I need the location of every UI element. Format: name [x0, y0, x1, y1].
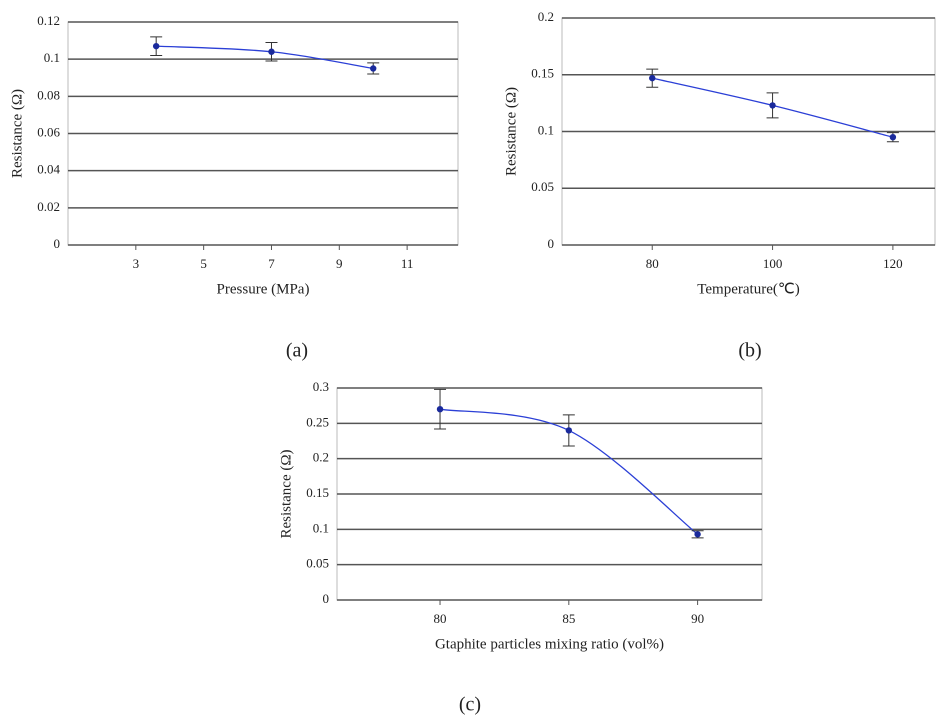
caption: (c): [459, 694, 481, 716]
y-tick-label: 0.04: [37, 162, 60, 177]
y-tick-label: 0.2: [538, 9, 554, 24]
data-point: [649, 74, 656, 82]
x-tick-label: 7: [268, 256, 275, 271]
y-tick-label: 0.25: [306, 414, 329, 429]
x-tick-label: 3: [133, 256, 140, 271]
x-tick-label: 90: [691, 611, 704, 626]
data-point: [152, 42, 160, 50]
y-tick-label: 0: [54, 236, 61, 251]
x-tick-label: 5: [200, 256, 207, 271]
y-tick-label: 0.06: [37, 124, 60, 139]
y-tick-label: 0: [323, 591, 330, 606]
data-point: [370, 65, 377, 72]
y-tick-label: 0.1: [44, 50, 60, 65]
data-point: [694, 531, 701, 538]
x-axis-title: Gtaphite particles mixing ratio (vol%): [435, 636, 664, 652]
caption: (b): [738, 340, 761, 362]
y-tick-label: 0.05: [306, 556, 329, 571]
x-tick-label: 120: [883, 256, 903, 271]
x-tick-label: 85: [562, 611, 575, 626]
y-tick-label: 0.3: [313, 379, 329, 394]
x-axis-title: Temperature(℃): [697, 281, 799, 297]
y-tick-label: 0.15: [531, 66, 554, 81]
y-tick-label: 0.02: [37, 199, 60, 214]
caption: (a): [286, 340, 308, 362]
y-tick-label: 0.12: [37, 13, 60, 28]
data-point: [769, 102, 776, 109]
x-tick-label: 100: [763, 256, 783, 271]
x-tick-label: 80: [646, 256, 659, 271]
y-tick-label: 0.08: [37, 87, 60, 102]
series-line: [156, 45, 374, 70]
y-tick-label: 0.1: [313, 520, 329, 535]
data-point: [565, 427, 573, 434]
y-tick-label: 0: [548, 236, 555, 251]
y-tick-label: 0.1: [538, 122, 554, 137]
y-axis-title: Resistance (Ω): [278, 449, 294, 538]
y-tick-label: 0.15: [306, 485, 329, 500]
data-point: [268, 48, 275, 55]
y-axis-title: Resistance (Ω): [9, 89, 25, 178]
x-axis-title: Pressure (MPa): [217, 281, 310, 297]
y-tick-label: 0.05: [531, 179, 554, 194]
data-point: [889, 133, 897, 141]
x-tick-label: 11: [401, 256, 414, 271]
x-tick-label: 80: [434, 611, 447, 626]
y-tick-label: 0.2: [313, 450, 329, 465]
y-axis-title: Resistance (Ω): [503, 87, 519, 176]
x-tick-label: 9: [336, 256, 343, 271]
data-point: [436, 406, 444, 413]
